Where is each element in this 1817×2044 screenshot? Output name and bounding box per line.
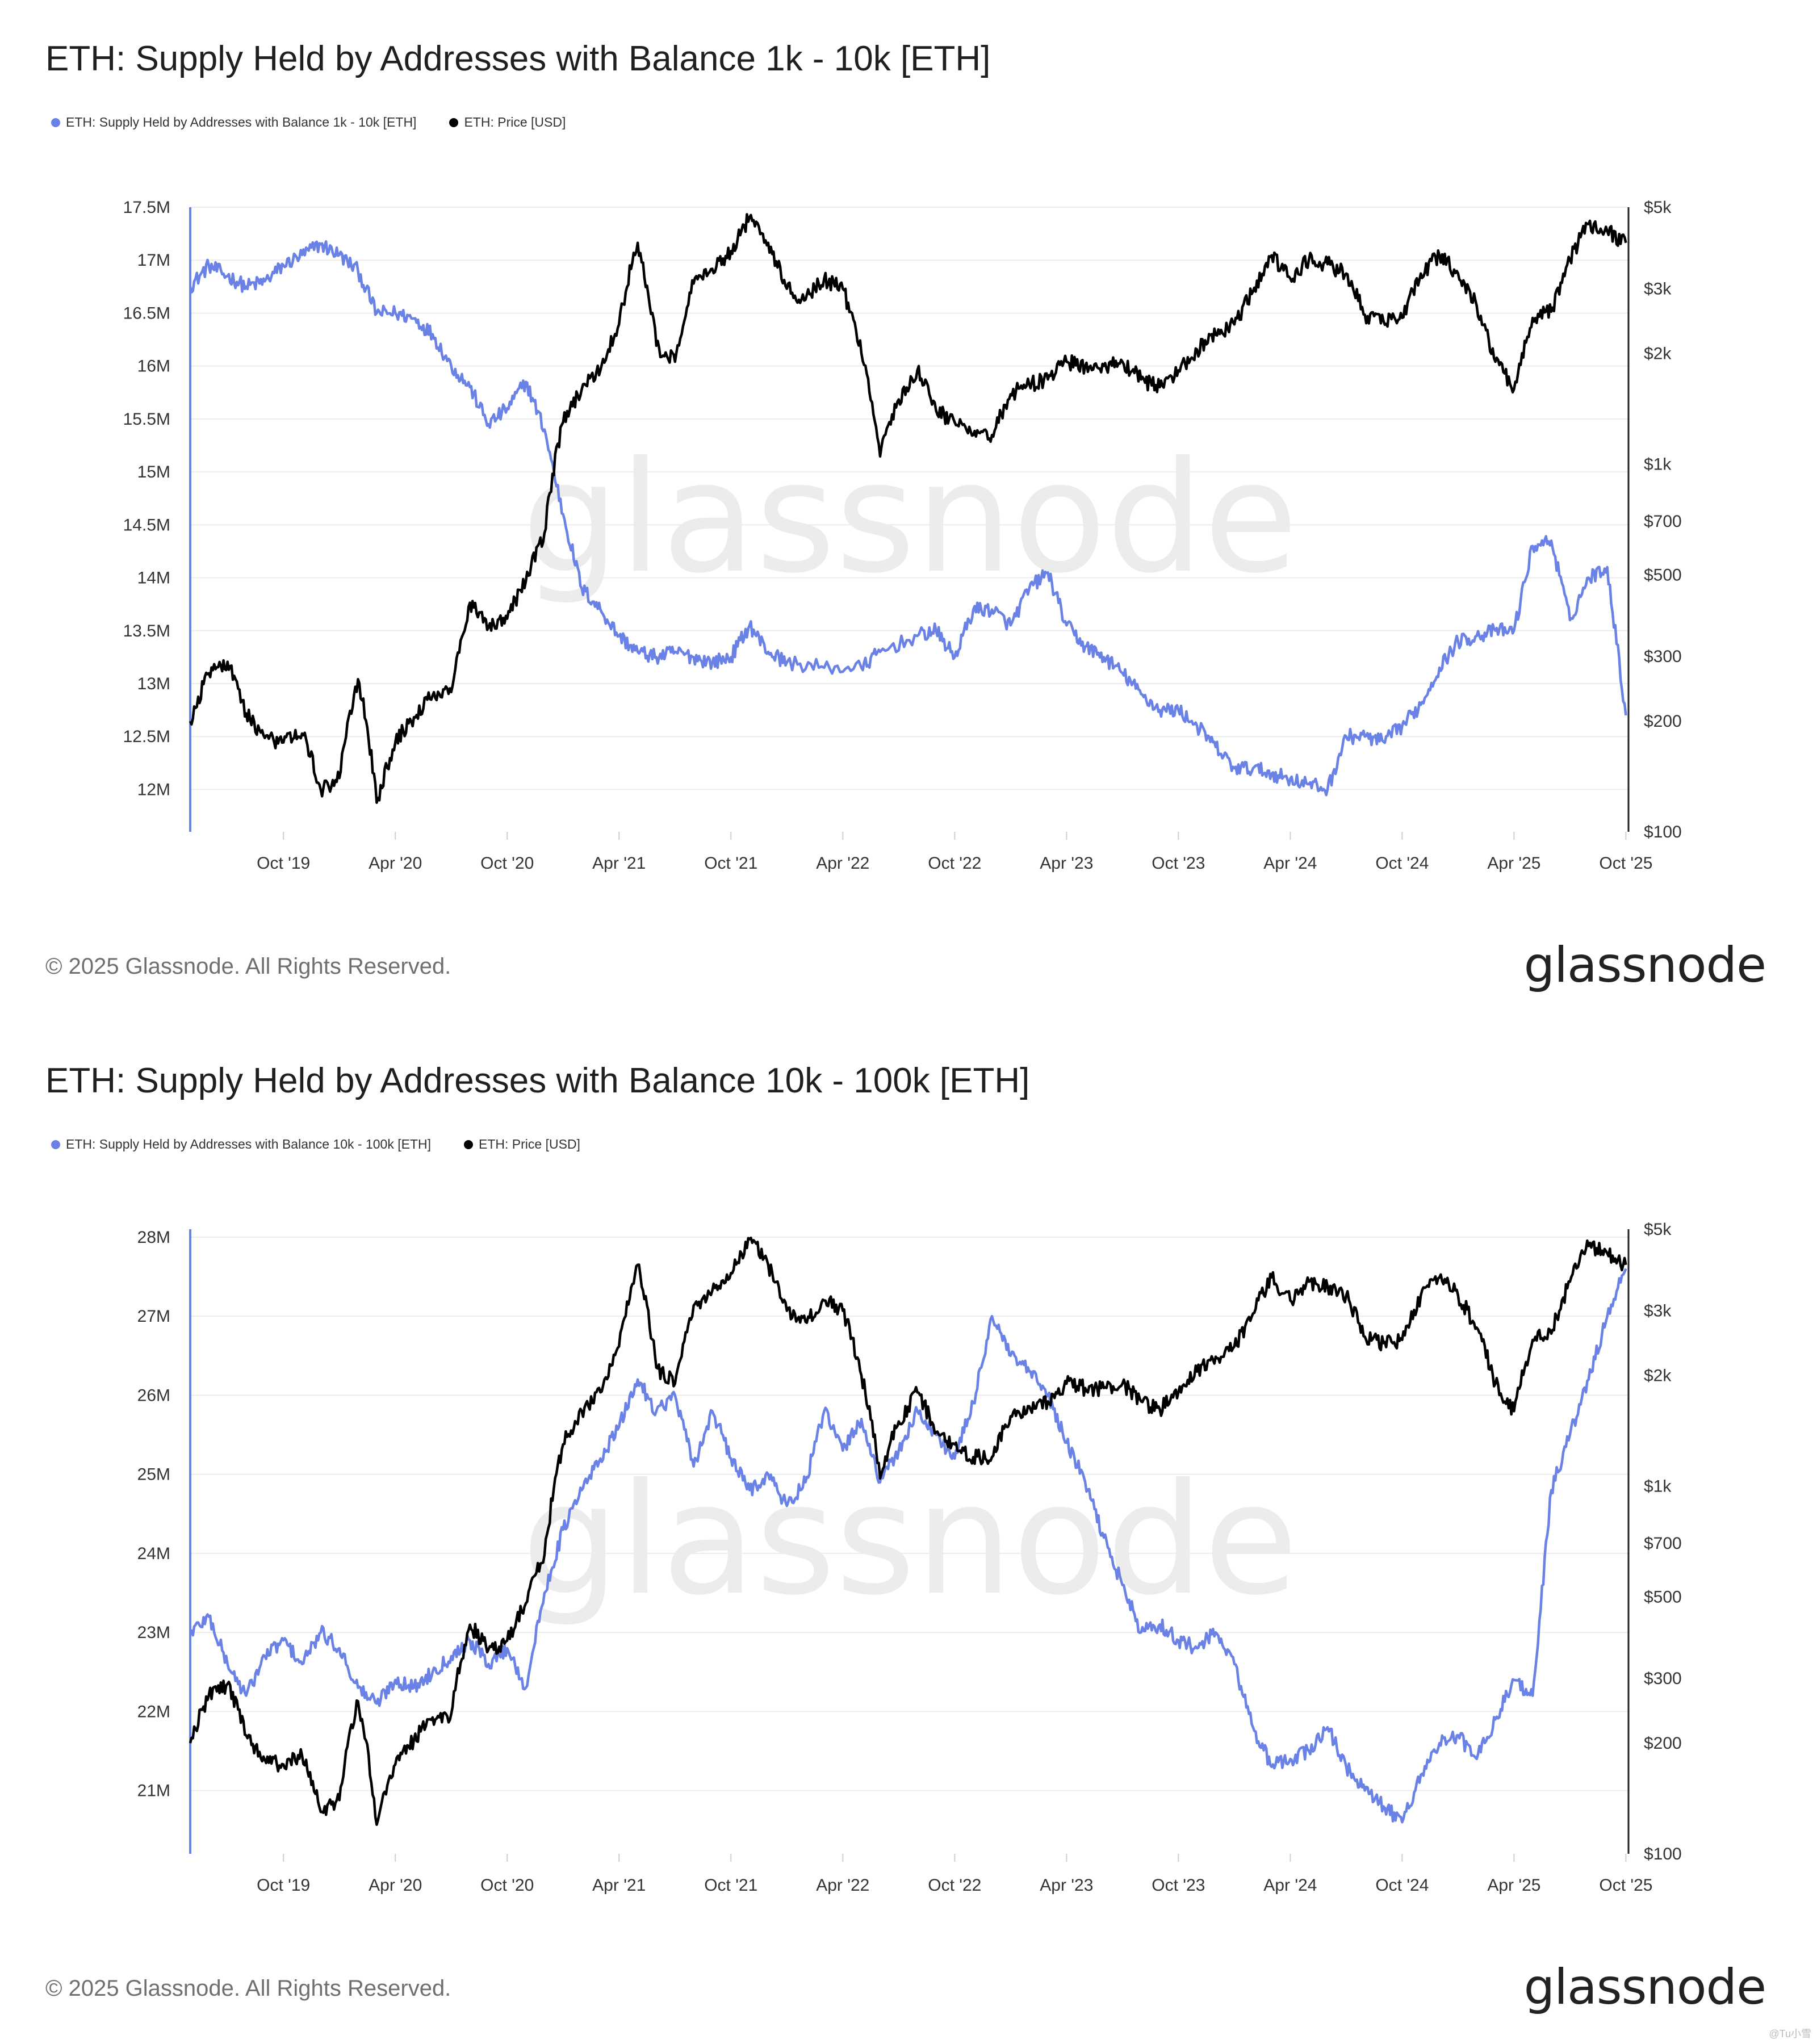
glassnode-logo: glassnode bbox=[1523, 937, 1766, 994]
legend-item-price[interactable]: ETH: Price [USD] bbox=[449, 115, 566, 130]
y-left-tick-label: 13.5M bbox=[123, 622, 170, 640]
x-tick-label: Apr '22 bbox=[816, 854, 869, 873]
y-left-tick-label: 24M bbox=[137, 1544, 170, 1563]
y-left-tick-label: 15M bbox=[137, 463, 170, 481]
x-tick-label: Apr '23 bbox=[1040, 1876, 1093, 1895]
y-right-tick-label: $2k bbox=[1644, 1367, 1672, 1385]
x-tick-label: Oct '23 bbox=[1152, 854, 1205, 873]
x-tick-label: Apr '24 bbox=[1263, 1876, 1317, 1895]
y-right-tick-label: $2k bbox=[1644, 345, 1672, 363]
x-tick-label: Oct '21 bbox=[704, 1876, 757, 1895]
legend-label-supply: ETH: Supply Held by Addresses with Balan… bbox=[66, 115, 417, 129]
x-tick-label: Oct '24 bbox=[1375, 1876, 1429, 1895]
copyright-text: © 2025 Glassnode. All Rights Reserved. bbox=[45, 1976, 451, 2001]
y-left-tick-label: 15.5M bbox=[123, 410, 170, 429]
glassnode-logo: glassnode bbox=[1523, 1959, 1766, 2016]
y-left-tick-label: 25M bbox=[137, 1465, 170, 1484]
y-right-tick-label: $200 bbox=[1644, 1734, 1682, 1753]
y-right-tick-label: $5k bbox=[1644, 1220, 1672, 1239]
y-left-tick-label: 21M bbox=[137, 1782, 170, 1800]
chart-panel-2: ETH: Supply Held by Addresses with Balan… bbox=[0, 1022, 1817, 2044]
y-right-tick-label: $700 bbox=[1644, 1534, 1682, 1553]
y-left-tick-label: 12M bbox=[137, 780, 170, 799]
chart-plot[interactable]: glassnode 28M 27M 26M 25M 24M 23M 22M 21M $5k $3k $… bbox=[0, 1022, 1817, 2044]
x-tick-label: Oct '19 bbox=[257, 1876, 310, 1895]
y-left-tick-label: 16.5M bbox=[123, 304, 170, 322]
corner-watermark: @Tu小雪 bbox=[1769, 2028, 1811, 2039]
y-right-tick-label: $1k bbox=[1644, 1477, 1672, 1496]
y-right-tick-label: $300 bbox=[1644, 1669, 1682, 1688]
y-right-tick-label: $200 bbox=[1644, 712, 1682, 731]
y-left-tick-label: 26M bbox=[137, 1386, 170, 1405]
glassnode-watermark: glassnode bbox=[522, 1450, 1298, 1629]
legend-dot-supply-icon bbox=[51, 118, 60, 127]
legend-dot-supply-icon bbox=[51, 1140, 60, 1149]
x-tick-label: Apr '24 bbox=[1263, 854, 1317, 873]
y-right-tick-label: $500 bbox=[1644, 566, 1682, 584]
x-tick-label: Oct '25 bbox=[1599, 854, 1652, 873]
series-line-price bbox=[189, 213, 1627, 804]
x-tick-label: Apr '21 bbox=[592, 854, 646, 873]
y-left-tick-label: 27M bbox=[137, 1307, 170, 1326]
y-left-tick-label: 13M bbox=[137, 675, 170, 693]
y-left-tick-label: 22M bbox=[137, 1702, 170, 1721]
x-tick-label: Apr '22 bbox=[816, 1876, 869, 1895]
y-right-tick-label: $1k bbox=[1644, 455, 1672, 474]
legend-dot-price-icon bbox=[449, 118, 459, 127]
x-tick-label: Apr '25 bbox=[1487, 1876, 1540, 1895]
y-right-tick-label: $700 bbox=[1644, 512, 1682, 531]
y-right-tick-label: $3k bbox=[1644, 1302, 1672, 1321]
legend-dot-price-icon bbox=[464, 1140, 474, 1149]
y-left-tick-label: 16M bbox=[137, 357, 170, 376]
x-tick-label: Apr '20 bbox=[369, 1876, 422, 1895]
chart-legend: ETH: Supply Held by Addresses with Balan… bbox=[51, 115, 598, 130]
legend-item-supply[interactable]: ETH: Supply Held by Addresses with Balan… bbox=[51, 1137, 431, 1152]
series-line-price bbox=[189, 1236, 1627, 1826]
legend-item-supply[interactable]: ETH: Supply Held by Addresses with Balan… bbox=[51, 115, 416, 130]
y-right-tick-label: $5k bbox=[1644, 198, 1672, 217]
x-tick-label: Oct '20 bbox=[480, 854, 534, 873]
series-line-supply bbox=[189, 240, 1627, 797]
y-left-tick-label: 14.5M bbox=[123, 516, 170, 534]
copyright-text: © 2025 Glassnode. All Rights Reserved. bbox=[45, 954, 451, 979]
x-tick-label: Apr '23 bbox=[1040, 854, 1093, 873]
x-tick-label: Oct '21 bbox=[704, 854, 757, 873]
y-right-tick-label: $100 bbox=[1644, 823, 1682, 841]
x-tick-label: Oct '22 bbox=[928, 854, 981, 873]
y-left-tick-label: 14M bbox=[137, 569, 170, 588]
x-tick-label: Oct '19 bbox=[257, 854, 310, 873]
legend-item-price[interactable]: ETH: Price [USD] bbox=[464, 1137, 580, 1152]
y-right-tick-label: $3k bbox=[1644, 280, 1672, 299]
x-tick-label: Apr '21 bbox=[592, 1876, 646, 1895]
y-right-tick-label: $300 bbox=[1644, 647, 1682, 666]
glassnode-watermark: glassnode bbox=[522, 428, 1298, 607]
chart-plot[interactable]: glassnode 17.5M 17M 16.5M 16M 15.5M 15M 14.5M 14… bbox=[0, 0, 1817, 1022]
legend-label-price: ETH: Price [USD] bbox=[479, 1137, 580, 1151]
y-right-tick-label: $500 bbox=[1644, 1588, 1682, 1606]
chart-legend: ETH: Supply Held by Addresses with Balan… bbox=[51, 1137, 613, 1152]
y-left-tick-label: 17M bbox=[137, 251, 170, 270]
legend-label-supply: ETH: Supply Held by Addresses with Balan… bbox=[66, 1137, 432, 1151]
x-tick-label: Oct '23 bbox=[1152, 1876, 1205, 1895]
legend-label-price: ETH: Price [USD] bbox=[464, 115, 566, 129]
chart-panel-1: ETH: Supply Held by Addresses with Balan… bbox=[0, 0, 1817, 1022]
chart-title: ETH: Supply Held by Addresses with Balan… bbox=[45, 1061, 1030, 1100]
x-tick-label: Oct '25 bbox=[1599, 1876, 1652, 1895]
y-left-tick-label: 23M bbox=[137, 1623, 170, 1642]
y-left-tick-label: 12.5M bbox=[123, 727, 170, 746]
x-tick-label: Oct '24 bbox=[1375, 854, 1429, 873]
x-tick-label: Oct '22 bbox=[928, 1876, 981, 1895]
y-right-tick-label: $100 bbox=[1644, 1845, 1682, 1863]
x-tick-label: Oct '20 bbox=[480, 1876, 534, 1895]
y-left-tick-label: 17.5M bbox=[123, 198, 170, 217]
chart-title: ETH: Supply Held by Addresses with Balan… bbox=[45, 39, 991, 78]
x-tick-label: Apr '25 bbox=[1487, 854, 1540, 873]
y-left-tick-label: 28M bbox=[137, 1228, 170, 1247]
series-line-supply bbox=[189, 1268, 1627, 1824]
x-tick-label: Apr '20 bbox=[369, 854, 422, 873]
